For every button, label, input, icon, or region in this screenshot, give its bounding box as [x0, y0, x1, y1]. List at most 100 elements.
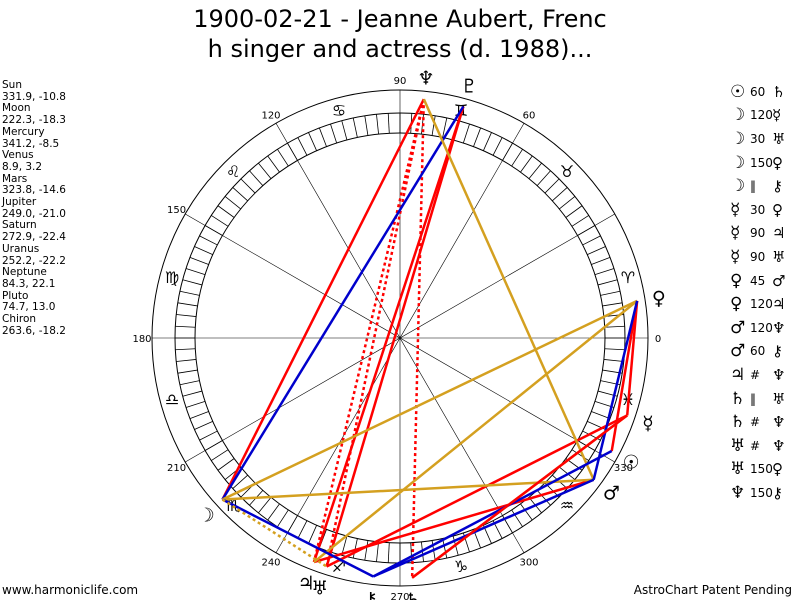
aspect-planet-2: ♀ [772, 460, 783, 479]
ring-tick [179, 290, 200, 296]
degree-label: 270 [390, 592, 409, 600]
chart-title-line-1: 1900-02-21 - Jeanne Aubert, Frenc [193, 5, 607, 33]
zodiac-sign-glyph: ♎ [165, 390, 179, 409]
zodiac-sign-glyph: ♌ [226, 162, 240, 181]
aspect-row: ♆ 150 ⚷ [730, 481, 792, 505]
ring-tick [544, 178, 560, 194]
degree-label: 0 [655, 334, 661, 345]
planet-coords: 84.3, 22.1 [2, 277, 56, 290]
planet-coords: 8.9, 3.2 [2, 160, 43, 173]
aspect-row: ♂ 120 ♆ [730, 316, 792, 340]
ring-tick [376, 541, 379, 562]
ring-tick [297, 520, 308, 539]
ring-tick [189, 256, 209, 265]
planet-name: Mars [2, 172, 28, 185]
aspect-line [422, 98, 595, 481]
aspect-planet-2: ♅ [772, 129, 786, 148]
ring-tick [199, 235, 218, 246]
ring-tick [442, 538, 448, 559]
footer-patent: AstroChart Patent Pending [633, 583, 792, 597]
ring-tick [249, 170, 264, 186]
chart-title-line-2: h singer and actress (d. 1988)... [207, 35, 593, 63]
aspect-line [325, 98, 426, 567]
aspect-symbol: ‖ [750, 391, 756, 406]
ring-tick [277, 509, 289, 527]
ring-tick [387, 113, 390, 134]
aspect-symbol: ‖ [750, 179, 756, 194]
degree-label: 330 [614, 463, 633, 474]
ring-tick [442, 117, 448, 138]
ring-tick [582, 235, 601, 246]
ring-tick [364, 540, 369, 561]
planet-coords: 74.7, 13.0 [2, 301, 56, 314]
ring-tick [297, 137, 308, 156]
aspect-planet-1: ☉ [730, 81, 746, 102]
degree-label: 120 [261, 111, 280, 122]
ring-tick [341, 535, 348, 556]
aspect-row: ☽ ‖ ⚷ [730, 174, 792, 198]
ring-tick [462, 123, 470, 144]
ring-tick [258, 162, 272, 179]
planet-glyph: ⚷ [364, 588, 378, 600]
zodiac-sign-glyph: ♋ [332, 101, 346, 120]
aspect-list: ☉ 60 ♄ ☽ 120 ☿ ☽ 30 ♅ ☽ 150 ♀ ☽ ‖ ⚷ ☿ 30 ♀ ☿ 90 ♃ ☿ 90 ♅ ♀ 45 ♂ ♀ 12… [730, 80, 792, 505]
degree-label: 240 [261, 557, 280, 568]
ring-tick [182, 390, 203, 397]
aspect-planet-2: ♃ [772, 295, 786, 314]
planet-name: Moon [2, 102, 31, 115]
aspect-symbol: 90 [750, 226, 766, 241]
planet-coords: 272.9, -22.4 [2, 231, 66, 244]
ring-tick [267, 155, 280, 173]
aspect-symbol: 60 [750, 84, 766, 99]
zodiac-sign-glyph: ♑ [454, 557, 468, 576]
aspect-planet-2: ♆ [772, 365, 786, 384]
aspect-planet-2: ♆ [772, 436, 786, 455]
aspect-symbol: 120 [750, 108, 773, 123]
aspect-symbol: # [750, 367, 761, 382]
aspect-planet-1: ♂ [730, 317, 746, 338]
ring-tick [177, 302, 198, 307]
aspect-symbol: 120 [750, 297, 773, 312]
aspect-line [410, 99, 426, 578]
planet-name: Neptune [2, 266, 47, 279]
planet-glyph: ♂ [603, 483, 620, 505]
degree-label: 150 [167, 205, 186, 216]
aspect-row: ♀ 45 ♂ [730, 269, 792, 293]
aspect-planet-1: ♀ [730, 270, 743, 291]
ring-tick [217, 458, 235, 471]
aspect-line [312, 106, 465, 563]
planet-coords: 323.8, -14.6 [2, 184, 66, 197]
ring-tick [536, 170, 551, 186]
planet-position-list: Sun 331.9, -10.8 Moon 222.3, -18.3 Mercury 34… [2, 79, 66, 337]
ring-tick [376, 114, 379, 135]
aspect-planet-2: ⚷ [772, 342, 783, 361]
ring-tick [189, 411, 209, 420]
aspect-symbol: # [750, 415, 761, 430]
degree-label: 60 [523, 111, 536, 122]
ring-tick [600, 290, 621, 296]
ring-tick [473, 127, 482, 147]
aspect-line [313, 299, 638, 564]
aspect-row: ♅ 150 ♀ [730, 458, 792, 482]
aspect-symbol: 150 [750, 485, 773, 500]
aspect-row: ♄ # ♆ [730, 410, 792, 434]
ring-tick [308, 525, 317, 544]
aspect-line [625, 300, 639, 416]
ring-tick [492, 137, 503, 156]
aspect-row: ♃ # ♆ [730, 363, 792, 387]
aspect-row: ☿ 30 ♀ [730, 198, 792, 222]
ring-tick [603, 359, 624, 362]
aspect-symbol: 150 [750, 462, 773, 477]
aspect-symbol: # [750, 438, 761, 453]
planet-glyph: ♀ [652, 287, 666, 309]
ring-tick [387, 542, 390, 563]
aspect-planet-2: ♅ [772, 389, 786, 408]
degree-label: 90 [394, 76, 407, 87]
ring-tick [194, 421, 213, 430]
ring-tick [431, 115, 436, 136]
planet-name: Mercury [2, 125, 45, 138]
aspect-line [221, 498, 374, 578]
aspect-line [222, 478, 594, 501]
planet-glyph: ♆ [417, 67, 434, 89]
ring-tick [330, 123, 338, 144]
